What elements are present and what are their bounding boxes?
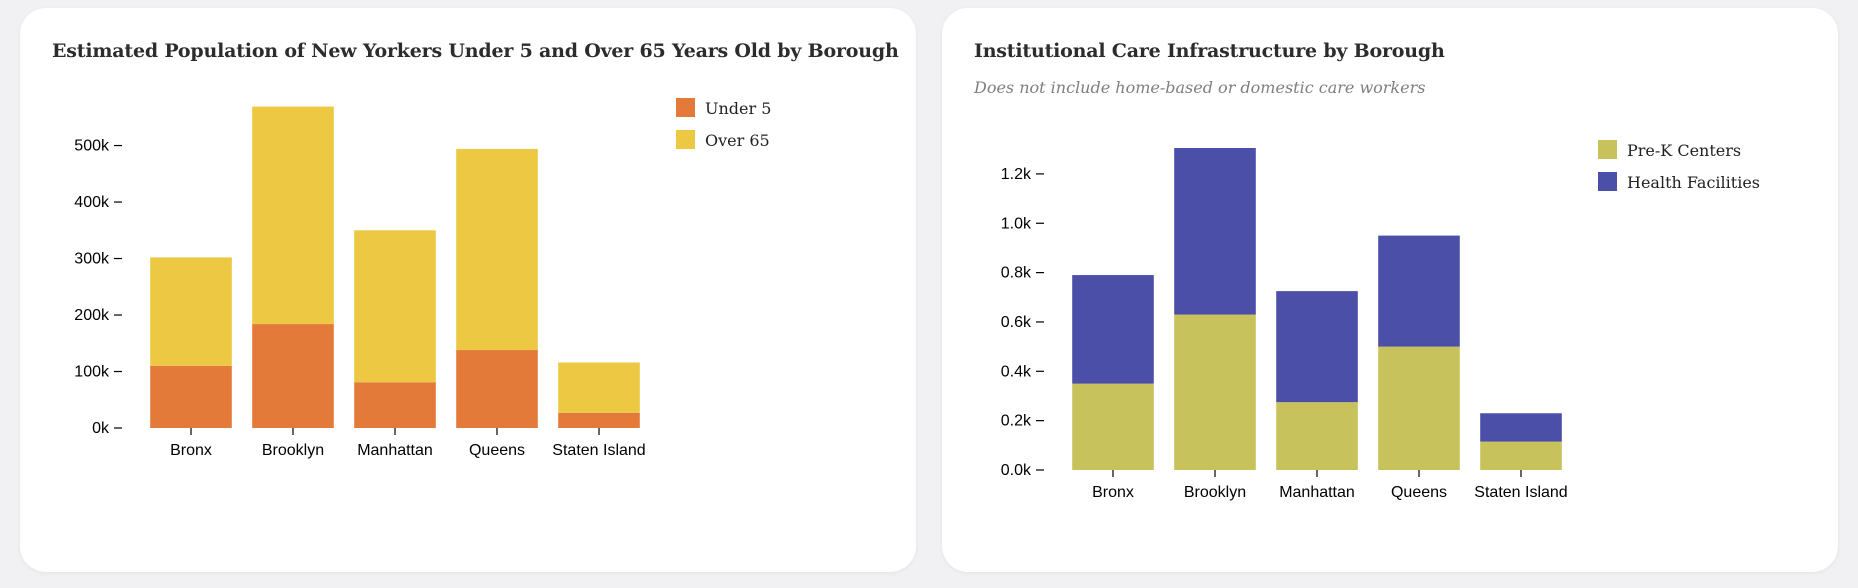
y-tick-label: 0.0k	[1001, 462, 1032, 479]
x-tick-label: Manhattan	[1279, 484, 1355, 501]
x-tick-label: Bronx	[170, 442, 212, 459]
chart-title: Estimated Population of New Yorkers Unde…	[52, 40, 899, 62]
bar-pre-k-centers-bronx	[1072, 383, 1154, 470]
x-tick-label: Staten Island	[552, 442, 645, 459]
bar-health-facilities-bronx	[1072, 275, 1154, 384]
bar-health-facilities-queens	[1378, 235, 1460, 347]
y-tick-label: 0.4k	[1001, 363, 1032, 380]
y-tick-label: 300k	[74, 251, 110, 268]
x-tick-label: Bronx	[1092, 484, 1134, 501]
bar-over-65-bronx	[150, 257, 232, 366]
y-tick-label: 1.0k	[1001, 215, 1032, 232]
x-tick-label: Brooklyn	[1184, 484, 1246, 501]
bar-under-5-staten-island	[558, 412, 640, 428]
population-stacked-bar-chart: 0k 100k 200k 300k 400k 500k Bronx Brooklyn Manha…	[74, 98, 771, 459]
chart-card-population: Estimated Population of New Yorkers Unde…	[20, 8, 916, 572]
legend-swatch	[1598, 140, 1617, 159]
y-tick-label: 200k	[74, 307, 110, 324]
bar-under-5-manhattan	[354, 382, 436, 428]
bar-pre-k-centers-manhattan	[1276, 402, 1358, 470]
bar-over-65-staten-island	[558, 362, 640, 413]
y-tick-label: 0.8k	[1001, 265, 1032, 282]
x-tick-label: Queens	[1391, 484, 1447, 501]
chart-title: Institutional Care Infrastructure by Bor…	[974, 40, 1445, 62]
chart-subtitle: Does not include home-based or domestic …	[974, 78, 1426, 97]
bar-health-facilities-manhattan	[1276, 291, 1358, 403]
y-tick-label: 500k	[74, 138, 110, 155]
bar-under-5-queens	[456, 350, 538, 428]
bar-over-65-brooklyn	[252, 106, 334, 325]
bar-health-facilities-brooklyn	[1174, 148, 1256, 315]
legend-label: Under 5	[705, 99, 771, 118]
x-tick-label: Staten Island	[1474, 484, 1567, 501]
legend-swatch	[676, 130, 695, 149]
x-tick-label: Brooklyn	[262, 442, 324, 459]
y-tick-label: 100k	[74, 364, 110, 381]
y-tick-label: 1.2k	[1001, 166, 1032, 183]
bar-under-5-bronx	[150, 365, 232, 428]
chart-card-care-infrastructure: Institutional Care Infrastructure by Bor…	[942, 8, 1838, 572]
x-tick-label: Manhattan	[357, 442, 433, 459]
legend-label: Over 65	[705, 131, 770, 150]
legend-swatch	[1598, 172, 1617, 191]
legend-label: Health Facilities	[1627, 173, 1760, 192]
y-tick-label: 0k	[92, 420, 110, 437]
care-infrastructure-stacked-bar-chart: 0.0k 0.2k 0.4k 0.6k 0.8k 1.0k 1.2k Bronx Brookly…	[1001, 140, 1760, 501]
bar-health-facilities-staten-island	[1480, 413, 1562, 442]
y-tick-label: 400k	[74, 194, 110, 211]
legend-label: Pre-K Centers	[1627, 141, 1741, 160]
x-tick-label: Queens	[469, 442, 525, 459]
bar-over-65-queens	[456, 148, 538, 351]
bar-under-5-brooklyn	[252, 324, 334, 428]
y-tick-label: 0.6k	[1001, 314, 1032, 331]
bar-pre-k-centers-brooklyn	[1174, 314, 1256, 470]
bar-pre-k-centers-staten-island	[1480, 441, 1562, 470]
y-tick-label: 0.2k	[1001, 413, 1032, 430]
legend-swatch	[676, 98, 695, 117]
bar-pre-k-centers-queens	[1378, 346, 1460, 470]
bar-over-65-manhattan	[354, 230, 436, 383]
